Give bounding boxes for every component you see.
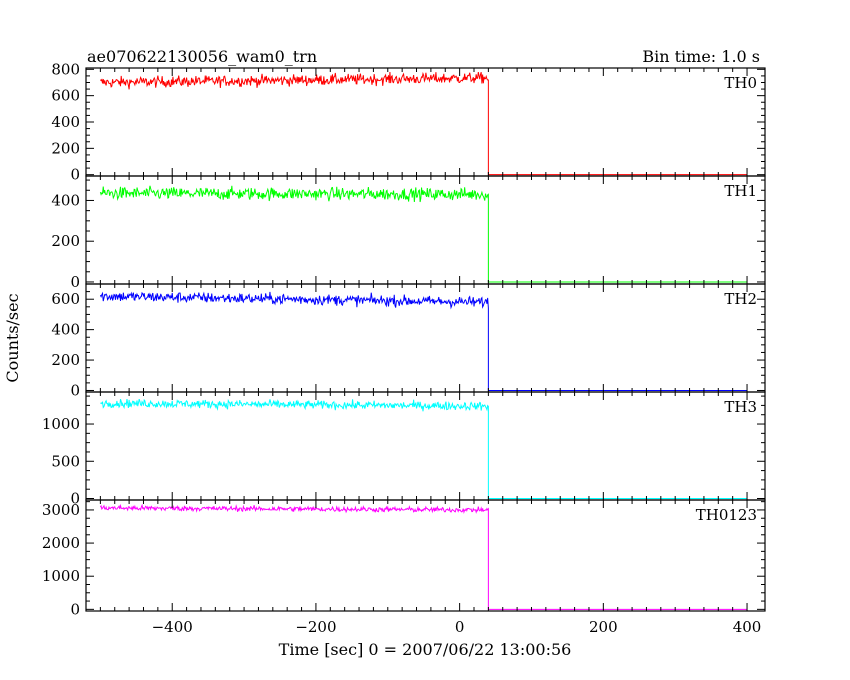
panel-th0: 0 200 400 600 800 TH0 (51, 60, 766, 184)
series-line-th3 (100, 398, 748, 500)
y-tick-label: 200 (51, 232, 80, 250)
y-tick-label: 1000 (42, 415, 80, 433)
y-tick-label: 1000 (42, 567, 80, 585)
y-tick-label: 500 (51, 452, 80, 470)
panel-th2: 0 200 400 600 TH2 (51, 283, 766, 399)
y-tick-label: 0 (70, 490, 80, 508)
bin-time-label: Bin time: 1.0 s (642, 47, 760, 66)
panel-th3: 0 500 1000 TH3 (42, 391, 766, 508)
panel-frame (85, 499, 766, 612)
y-tick-label: 400 (51, 113, 80, 131)
y-tick-label: 0 (70, 166, 80, 184)
panel-label-th1: TH1 (724, 182, 757, 200)
series-line-th0 (99, 71, 748, 176)
y-tick-label: 0 (70, 273, 80, 291)
x-tick-label: −200 (295, 618, 336, 636)
x-tick-label: −400 (152, 618, 193, 636)
y-tick-label: 200 (51, 351, 80, 369)
series-line-th0123 (99, 503, 748, 610)
x-tick-label: 200 (589, 618, 618, 636)
panel-label-th2: TH2 (724, 290, 757, 308)
y-axis-title: Counts/sec (3, 293, 22, 382)
x-axis: −400 −200 0 200 400 (152, 618, 762, 636)
y-tick-label: 800 (51, 60, 80, 78)
y-tick-label: 0 (70, 381, 80, 399)
y-tick-label: 600 (51, 87, 80, 105)
y-tick-label: 400 (51, 191, 80, 209)
y-tick-label: 0 (70, 600, 80, 618)
y-tick-label: 3000 (42, 501, 80, 519)
panel-th1: 0 200 400 TH1 (51, 175, 766, 291)
panel-label-th0123: TH0123 (696, 506, 757, 524)
panel-label-th0: TH0 (724, 74, 757, 92)
x-axis-title: Time [sec] 0 = 2007/06/22 13:00:56 (279, 640, 572, 659)
series-line-th2 (99, 291, 748, 391)
y-tick-label: 2000 (42, 534, 80, 552)
series-line-th1 (99, 185, 748, 283)
x-tick-label: 400 (733, 618, 762, 636)
y-tick-label: 400 (51, 321, 80, 339)
panel-label-th3: TH3 (724, 398, 757, 416)
y-tick-label: 600 (51, 290, 80, 308)
panel-frame (85, 391, 766, 501)
chart-title: ae070622130056_wam0_trn (87, 47, 317, 66)
panel-th0123: 0 1000 2000 3000 TH0123 (42, 499, 766, 618)
x-tick-label: 0 (455, 618, 465, 636)
y-tick-label: 200 (51, 139, 80, 157)
